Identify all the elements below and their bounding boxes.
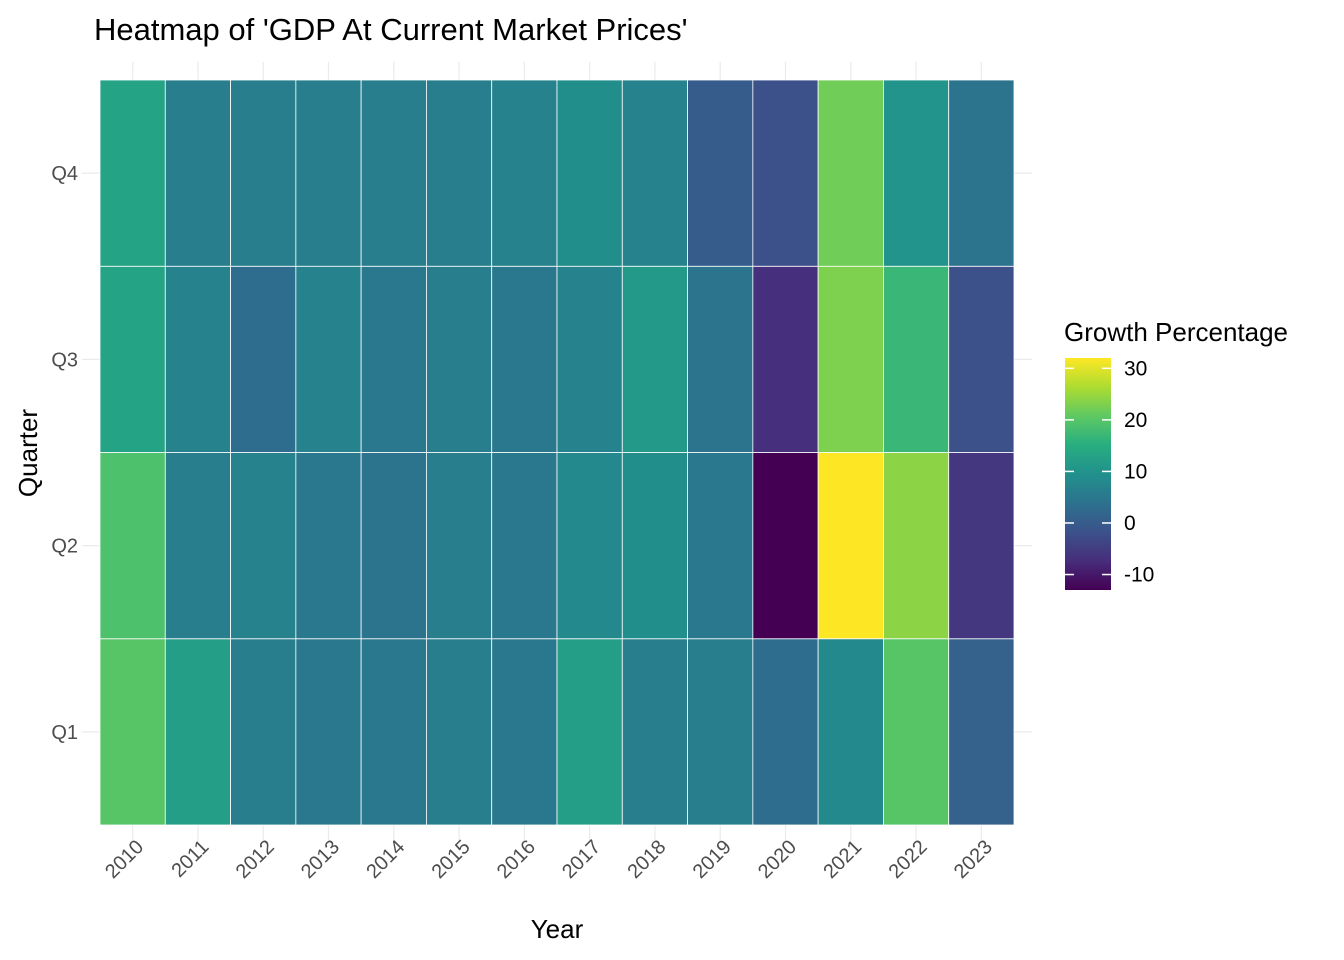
x-tick-label: 2013 bbox=[297, 836, 344, 883]
heatmap-cell bbox=[556, 452, 623, 640]
heatmap-cell bbox=[491, 452, 558, 640]
legend-title: Growth Percentage bbox=[1064, 317, 1288, 347]
x-tick-label: 2023 bbox=[950, 836, 997, 883]
heatmap-cell bbox=[99, 265, 166, 453]
heatmap-cell bbox=[295, 265, 362, 453]
heatmap-cell bbox=[426, 79, 493, 267]
heatmap-cell bbox=[687, 452, 754, 640]
chart-title: Heatmap of 'GDP At Current Market Prices… bbox=[94, 12, 688, 47]
x-tick-label: 2017 bbox=[558, 836, 605, 883]
y-axis-title: Quarter bbox=[13, 409, 43, 497]
heatmap-cell bbox=[99, 79, 166, 267]
heatmap-cell bbox=[99, 452, 166, 640]
heatmap-cell bbox=[556, 638, 623, 826]
legend-tick-label: 20 bbox=[1124, 409, 1147, 432]
heatmap-cell bbox=[883, 638, 950, 826]
x-tick-label: 2021 bbox=[819, 836, 866, 883]
legend-ticks: 30 20 10 0 -10 bbox=[1065, 357, 1154, 587]
x-tick-label: 2020 bbox=[754, 836, 801, 883]
heatmap-cell bbox=[621, 265, 688, 453]
heatmap-cell bbox=[752, 452, 819, 640]
heatmap-cell bbox=[948, 638, 1015, 826]
heatmap-cell bbox=[687, 79, 754, 267]
heatmap-cell bbox=[164, 638, 231, 826]
heatmap-cell bbox=[556, 265, 623, 453]
legend-tick-label: 30 bbox=[1124, 357, 1147, 380]
legend-colorbar bbox=[1065, 358, 1111, 590]
x-tick-label: 2022 bbox=[885, 836, 932, 883]
x-tick-label: 2018 bbox=[623, 836, 670, 883]
heatmap-cell bbox=[556, 79, 623, 267]
legend-tick-label: -10 bbox=[1124, 564, 1154, 587]
y-tick-label: Q2 bbox=[51, 536, 78, 558]
heatmap-cell bbox=[621, 452, 688, 640]
y-tick-label: Q4 bbox=[51, 163, 78, 185]
heatmap-cell bbox=[817, 265, 884, 453]
y-tick-label: Q3 bbox=[51, 349, 78, 371]
heatmap-cell bbox=[948, 265, 1015, 453]
heatmap-cell bbox=[752, 638, 819, 826]
heatmap-cell bbox=[426, 452, 493, 640]
heatmap-cell bbox=[883, 452, 950, 640]
heatmap-cell bbox=[164, 79, 231, 267]
legend-tick-label: 10 bbox=[1124, 460, 1147, 483]
heatmap-cell bbox=[295, 452, 362, 640]
heatmap-cell bbox=[883, 79, 950, 267]
heatmap-cell bbox=[491, 265, 558, 453]
heatmap-cell bbox=[817, 79, 884, 267]
x-tick-label: 2012 bbox=[232, 836, 279, 883]
legend-tick-label: 0 bbox=[1124, 512, 1136, 535]
heatmap-cell bbox=[752, 265, 819, 453]
heatmap-cell bbox=[295, 79, 362, 267]
heatmap-cell bbox=[360, 638, 427, 826]
heatmap-cell bbox=[491, 638, 558, 826]
x-tick-label: 2015 bbox=[428, 836, 475, 883]
heatmap-cell bbox=[230, 265, 297, 453]
heatmap-cell bbox=[426, 638, 493, 826]
y-tick-label: Q1 bbox=[51, 722, 78, 744]
heatmap-cell bbox=[687, 265, 754, 453]
color-legend: Growth Percentage 30 20 10 0 -10 bbox=[1064, 317, 1288, 590]
x-tick-label: 2011 bbox=[167, 836, 213, 882]
x-tick-label: 2019 bbox=[689, 836, 736, 883]
heatmap-cell bbox=[360, 452, 427, 640]
y-axis-ticks: Q1 Q2 Q3 Q4 bbox=[51, 163, 78, 744]
heatmap-cell bbox=[360, 265, 427, 453]
x-tick-label: 2016 bbox=[493, 836, 540, 883]
x-tick-label: 2010 bbox=[101, 836, 148, 883]
heatmap-cell bbox=[230, 79, 297, 267]
heatmap-cell bbox=[360, 79, 427, 267]
heatmap-cell bbox=[817, 452, 884, 640]
x-tick-label: 2014 bbox=[362, 836, 409, 883]
heatmap-cell bbox=[817, 638, 884, 826]
heatmap-cell bbox=[164, 452, 231, 640]
heatmap-cell bbox=[883, 265, 950, 453]
x-axis-title: Year bbox=[531, 914, 584, 944]
heatmap-cell bbox=[230, 452, 297, 640]
heatmap-cell bbox=[621, 79, 688, 267]
heatmap-cell bbox=[426, 265, 493, 453]
heatmap-cell bbox=[295, 638, 362, 826]
heatmap-cell bbox=[621, 638, 688, 826]
heatmap-cell bbox=[230, 638, 297, 826]
heatmap-cell bbox=[948, 79, 1015, 267]
heatmap-cell bbox=[491, 79, 558, 267]
heatmap-cell bbox=[752, 79, 819, 267]
heatmap-cell bbox=[687, 638, 754, 826]
heatmap-cell bbox=[99, 638, 166, 826]
heatmap-cell bbox=[948, 452, 1015, 640]
heatmap-cells bbox=[99, 79, 1015, 826]
heatmap-cell bbox=[164, 265, 231, 453]
x-axis-ticks: 2010 2011 2012 2013 2014 2015 2016 2017 2018 2019… bbox=[101, 836, 997, 883]
